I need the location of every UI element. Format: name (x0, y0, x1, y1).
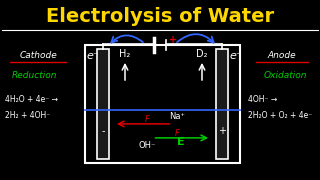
Text: F: F (145, 115, 150, 124)
Bar (97, 49, 109, 159)
Text: Oxidation: Oxidation (263, 71, 307, 80)
Text: e⁻: e⁻ (87, 51, 100, 61)
Text: 2H₂ + 4OH⁻: 2H₂ + 4OH⁻ (5, 111, 50, 120)
Text: 2H₂O + O₂ + 4e⁻: 2H₂O + O₂ + 4e⁻ (248, 111, 312, 120)
Text: F: F (175, 129, 180, 138)
Text: 4OH⁻ →: 4OH⁻ → (248, 96, 277, 105)
Bar (85, 45, 240, 163)
Text: +: + (169, 35, 177, 45)
Text: 4H₂O + 4e⁻ →: 4H₂O + 4e⁻ → (5, 96, 58, 105)
Text: -: - (101, 127, 105, 136)
Text: Electrolysis of Water: Electrolysis of Water (46, 6, 274, 26)
Text: Reduction: Reduction (12, 71, 58, 80)
Text: Na⁺: Na⁺ (170, 112, 186, 121)
Text: e⁻: e⁻ (230, 51, 242, 61)
Text: +: + (218, 127, 226, 136)
Text: Cathode: Cathode (19, 51, 57, 60)
Bar (216, 49, 228, 159)
Text: D₂: D₂ (196, 49, 208, 59)
Text: OH⁻: OH⁻ (139, 141, 156, 150)
Text: H₂: H₂ (119, 49, 131, 59)
Text: E: E (177, 137, 184, 147)
Text: Anode: Anode (268, 51, 296, 60)
